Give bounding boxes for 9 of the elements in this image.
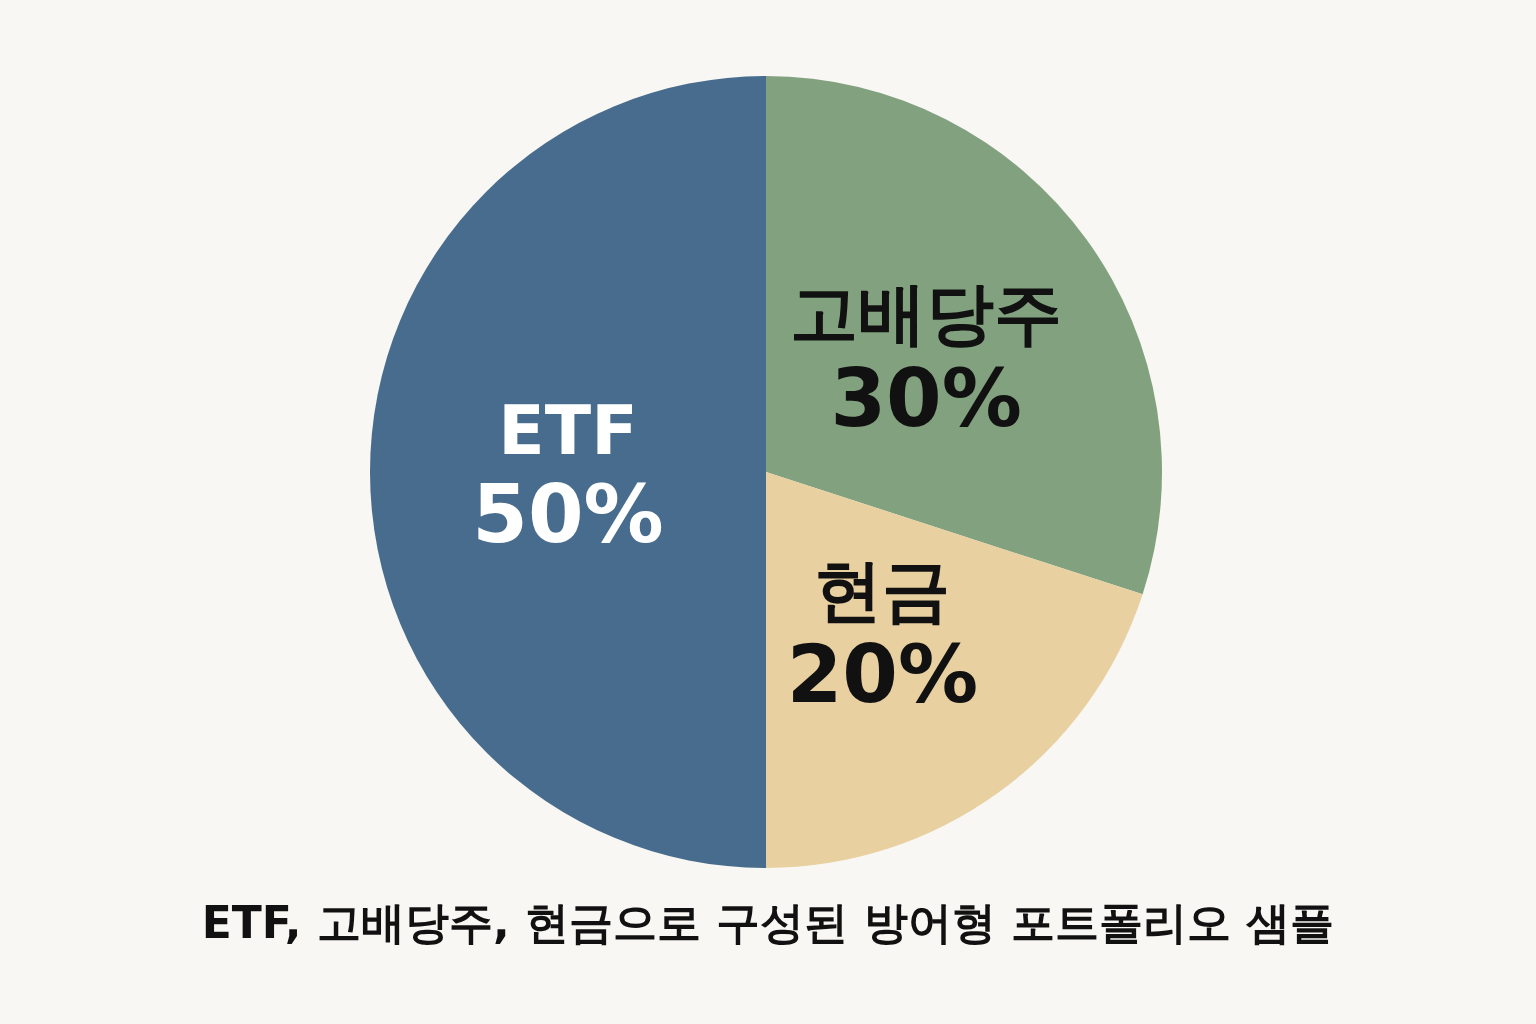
- slice-label: 고배당주: [790, 274, 1063, 354]
- pie-slice: [370, 76, 766, 868]
- data-label: 20%: [786, 628, 979, 722]
- slice-label: ETF: [498, 390, 638, 470]
- data-label: 30%: [830, 351, 1022, 445]
- pie-slice: [766, 472, 1143, 868]
- text: ETF, 고배당주, 현금으로 구성된 방어형 포트폴리오 샘플: [201, 897, 1335, 948]
- data-label: 50%: [472, 468, 664, 561]
- slice-label: 현금: [814, 550, 951, 630]
